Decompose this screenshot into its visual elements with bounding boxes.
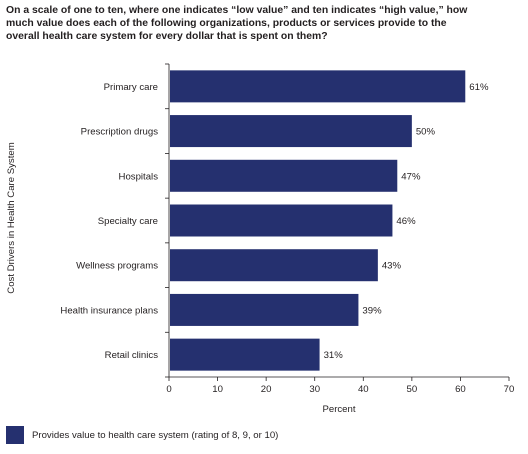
category-label: Primary care [104, 82, 158, 93]
x-tick-label: 40 [358, 384, 369, 395]
x-tick-label: 70 [504, 384, 515, 395]
data-label: 43% [382, 261, 402, 272]
bar [170, 159, 398, 192]
data-label: 50% [416, 127, 436, 138]
legend-label: Provides value to health care system (ra… [32, 429, 279, 441]
chart-title-line: overall health care system for every dol… [6, 31, 328, 42]
bar [170, 115, 412, 148]
data-label: 47% [401, 171, 421, 182]
category-label: Specialty care [98, 216, 158, 227]
chart-title: On a scale of one to ten, where one indi… [6, 4, 522, 43]
x-tick-label: 50 [407, 384, 418, 395]
data-label: 39% [362, 305, 382, 316]
y-axis-title: Cost Drivers in Health Care System [6, 142, 17, 293]
x-tick-label: 20 [261, 384, 272, 395]
chart-title-line: On a scale of one to ten, where one indi… [6, 5, 468, 16]
category-label: Retail clinics [105, 350, 159, 361]
legend: Provides value to health care system (ra… [6, 426, 278, 444]
bar [170, 293, 359, 326]
bar [170, 204, 393, 237]
x-tick-label: 0 [166, 384, 171, 395]
data-label: 61% [469, 82, 489, 93]
bar [170, 70, 466, 103]
x-axis-title: Percent [322, 404, 355, 415]
category-label: Hospitals [119, 171, 159, 182]
legend-swatch [6, 426, 24, 444]
x-tick-label: 30 [309, 384, 320, 395]
bar [170, 249, 378, 282]
category-label: Prescription drugs [81, 127, 159, 138]
x-tick-label: 60 [455, 384, 466, 395]
category-label: Wellness programs [76, 261, 158, 272]
bar [170, 338, 320, 371]
chart-title-line: much value does each of the following or… [6, 18, 447, 29]
category-label: Health insurance plans [60, 305, 158, 316]
data-label: 46% [396, 216, 416, 227]
x-tick-label: 10 [212, 384, 223, 395]
data-label: 31% [324, 350, 344, 361]
